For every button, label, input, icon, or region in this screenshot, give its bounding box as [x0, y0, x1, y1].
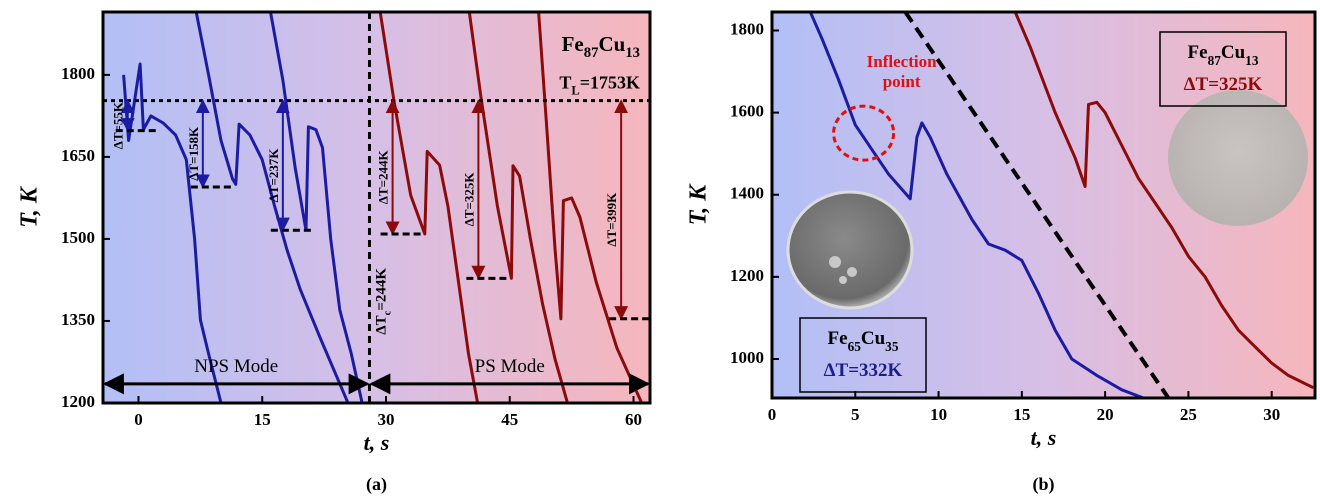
sample-photo — [788, 192, 912, 308]
y-tick-label: 1800 — [730, 19, 764, 38]
x-tick-label: 20 — [1097, 405, 1114, 424]
y-axis-label: T, K — [17, 185, 43, 227]
label-part: 35 — [885, 339, 899, 354]
page: 01530456012001350150016501800t, sT, K(a)… — [0, 0, 1320, 499]
label-part: 13 — [1245, 53, 1259, 68]
x-tick-label: 60 — [625, 410, 642, 429]
mode-label: PS Mode — [475, 356, 545, 377]
label-part: L — [571, 83, 579, 97]
photo-spot — [829, 256, 841, 268]
mode-label: NPS Mode — [194, 356, 278, 377]
x-tick-label: 0 — [134, 410, 143, 429]
x-tick-label: 30 — [377, 410, 394, 429]
inflection-label: Inflection — [867, 52, 937, 71]
y-tick-label: 1350 — [61, 310, 95, 329]
y-tick-label: 1400 — [730, 184, 764, 203]
x-tick-label: 25 — [1180, 405, 1197, 424]
label-part: ΔT — [374, 315, 390, 334]
label-part: 13 — [625, 45, 640, 61]
label-part: Cu — [598, 32, 625, 56]
delta-label: ΔT=158K — [186, 126, 201, 181]
x-tick-label: 10 — [930, 405, 947, 424]
label-part: Fe — [828, 328, 848, 349]
label-part: Fe — [1188, 42, 1208, 63]
panel-label: (a) — [366, 474, 387, 495]
label-part: =1753K — [580, 73, 640, 93]
label-part: 65 — [848, 339, 862, 354]
x-tick-label: 15 — [1013, 405, 1030, 424]
delta-label: ΔT=325K — [461, 172, 476, 227]
y-tick-label: 1200 — [730, 266, 764, 285]
label-part: =244K — [374, 268, 390, 311]
y-axis-label: T, K — [686, 183, 712, 225]
photo-spot — [847, 267, 857, 277]
x-axis-label: t, s — [364, 430, 390, 455]
x-tick-label: 45 — [501, 410, 518, 429]
label-part: 87 — [1208, 53, 1222, 68]
panel-label: (b) — [1033, 474, 1055, 495]
label-part: Cu — [1221, 42, 1246, 63]
x-axis-label: t, s — [1031, 425, 1057, 450]
label-part: ΔT=325K — [1184, 74, 1263, 95]
sample-photo — [1168, 90, 1308, 226]
label-part: T — [559, 73, 571, 93]
x-tick-label: 0 — [768, 405, 777, 424]
y-tick-label: 1000 — [730, 348, 764, 367]
x-tick-label: 5 — [851, 405, 860, 424]
delta-label: ΔT=244K — [376, 149, 391, 204]
x-tick-label: 15 — [254, 410, 271, 429]
y-tick-label: 1800 — [61, 64, 95, 83]
y-tick-label: 1500 — [61, 228, 95, 247]
photo-spot — [839, 276, 847, 284]
x-tick-label: 30 — [1263, 405, 1280, 424]
y-tick-label: 1200 — [61, 392, 95, 411]
label-part: Cu — [861, 328, 886, 349]
y-tick-label: 1650 — [61, 146, 95, 165]
rich-label: ΔT=325K — [1184, 74, 1263, 95]
delta-label: ΔT=399K — [604, 192, 619, 247]
label-part: Fe — [562, 32, 584, 56]
rich-label: ΔT=332K — [824, 360, 903, 381]
label-part: 87 — [584, 45, 599, 61]
inflection-label: point — [883, 72, 921, 91]
y-tick-label: 1600 — [730, 102, 764, 121]
figure: 01530456012001350150016501800t, sT, K(a)… — [0, 0, 1320, 499]
delta-label: ΔT=55K — [111, 101, 126, 149]
label-part: ΔT=332K — [824, 360, 903, 381]
delta-label: ΔT=237K — [266, 148, 281, 203]
plot-background — [103, 12, 650, 403]
